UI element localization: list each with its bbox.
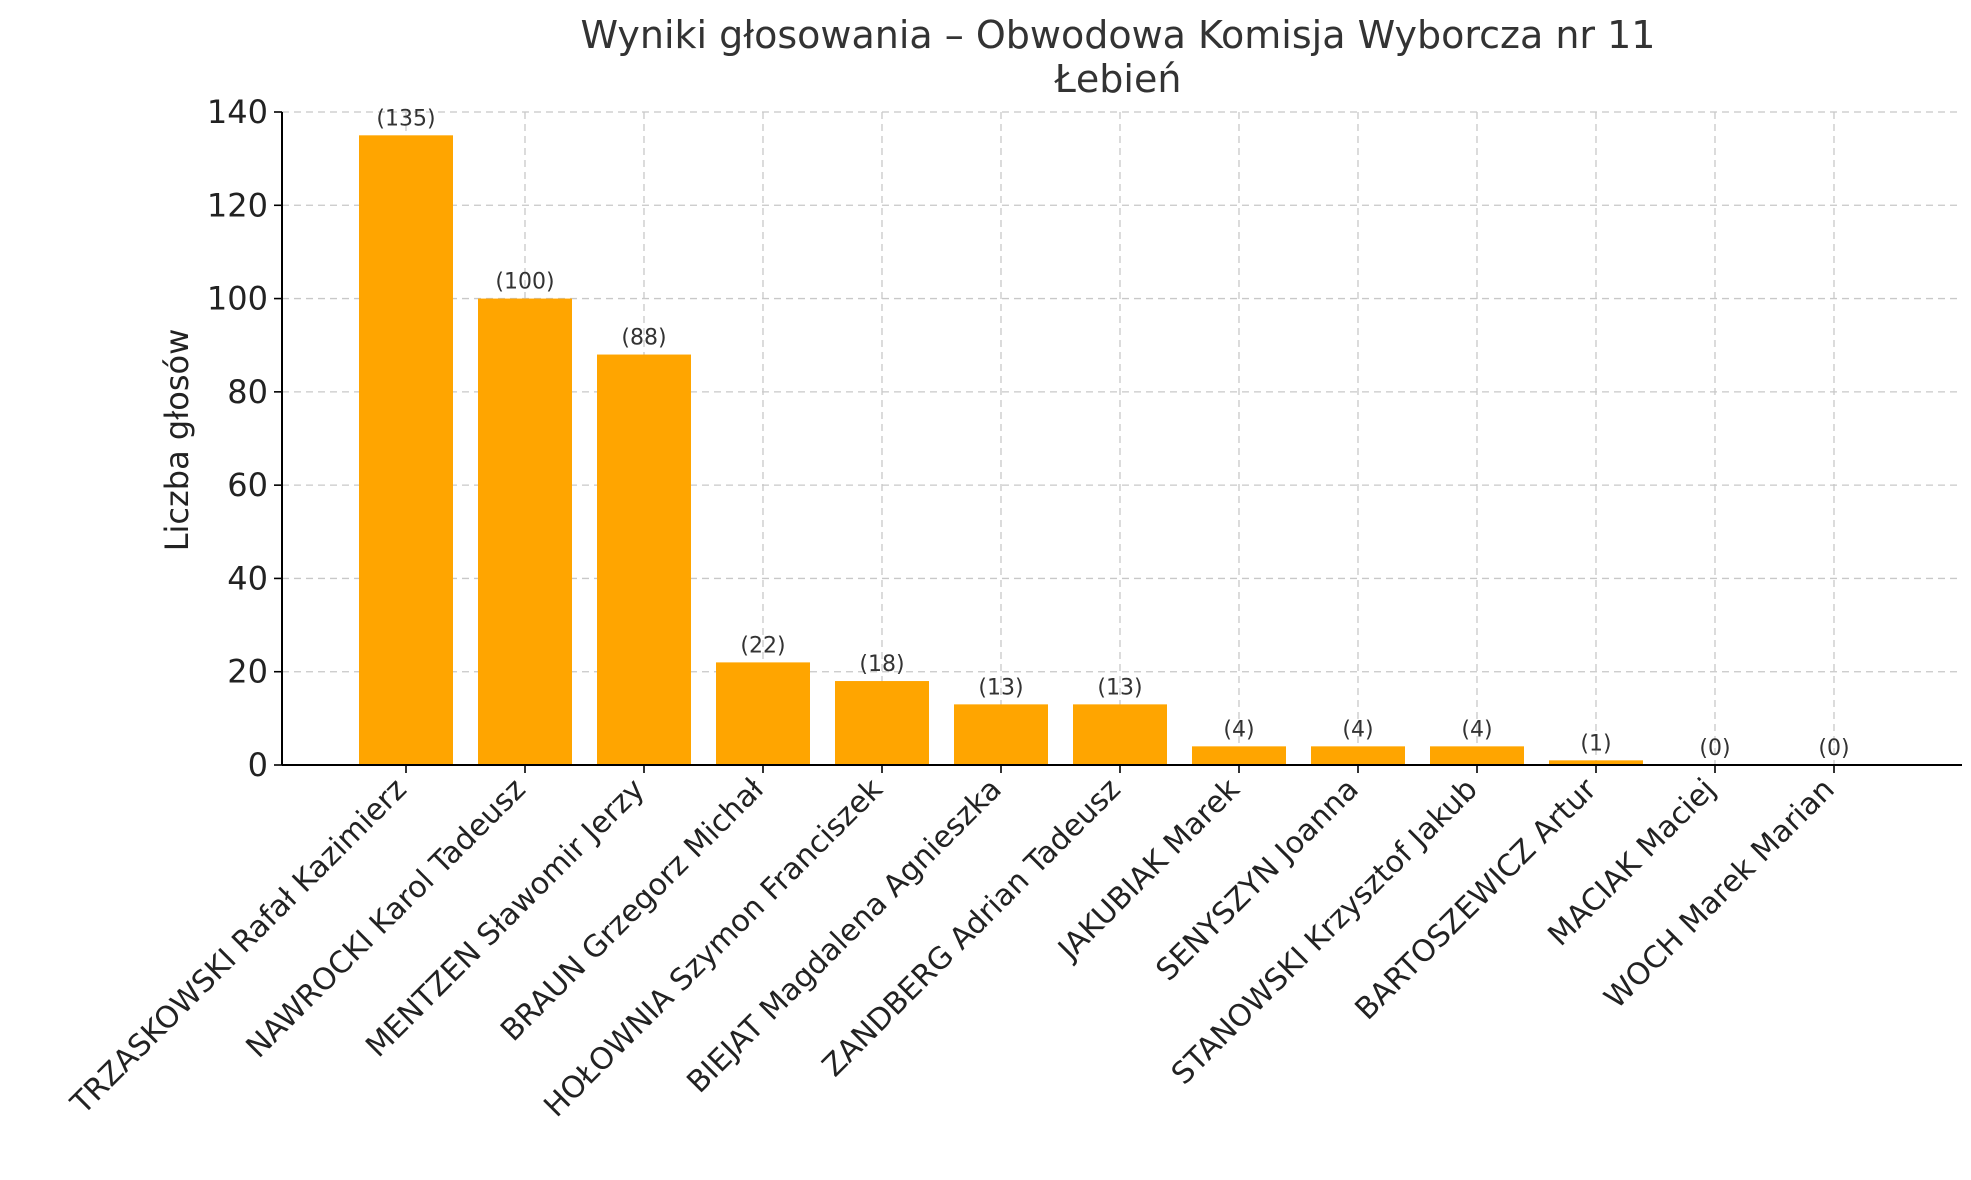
y-tick-label: 100 [207, 280, 268, 318]
y-axis-label: Liczba głosów [158, 329, 196, 552]
data-label: (13) [1097, 675, 1142, 700]
bars-layer [359, 135, 1643, 766]
bar [359, 135, 453, 766]
data-label: (1) [1580, 731, 1611, 756]
data-label: (135) [376, 106, 435, 131]
bar [478, 298, 572, 765]
data-label: (0) [1699, 736, 1730, 761]
bar [835, 681, 929, 765]
x-tick-label: BARTOSZEWICZ Artur [1349, 771, 1605, 1027]
x-tick-label: WOCH Marek Marian [1598, 772, 1842, 1016]
data-label: (4) [1342, 717, 1373, 742]
data-label: (13) [978, 675, 1023, 700]
bar [1073, 704, 1167, 765]
bar [1549, 760, 1643, 765]
chart-subtitle: Łebień [1054, 57, 1182, 101]
data-label: (22) [740, 633, 785, 658]
bar [1192, 746, 1286, 765]
bar [597, 354, 691, 765]
data-label: (4) [1223, 717, 1254, 742]
y-tick-label: 40 [227, 559, 268, 597]
data-label: (0) [1818, 736, 1849, 761]
axes-layer [274, 111, 1962, 773]
x-tick-label: SENYSZYN Joanna [1150, 772, 1366, 988]
y-tick-label: 60 [227, 466, 268, 504]
data-label: (100) [495, 270, 554, 295]
y-tick-label: 0 [248, 746, 268, 784]
y-tick-label: 120 [207, 186, 268, 224]
data-label: (18) [859, 652, 904, 677]
data-labels-layer: (135) (100) (88) (22) (18) (13) (13) (4) (4) (4) (… [376, 106, 1849, 761]
chart-title: Wyniki głosowania – Obwodowa Komisja Wyb… [581, 13, 1656, 57]
bar [716, 662, 810, 765]
bar [1311, 746, 1405, 765]
y-tick-label: 140 [207, 93, 268, 131]
data-label: (88) [621, 326, 666, 351]
y-tick-label: 20 [227, 653, 268, 691]
y-tick-label: 80 [227, 373, 268, 411]
bar [954, 704, 1048, 765]
data-label: (4) [1461, 717, 1492, 742]
bar [1430, 746, 1524, 765]
